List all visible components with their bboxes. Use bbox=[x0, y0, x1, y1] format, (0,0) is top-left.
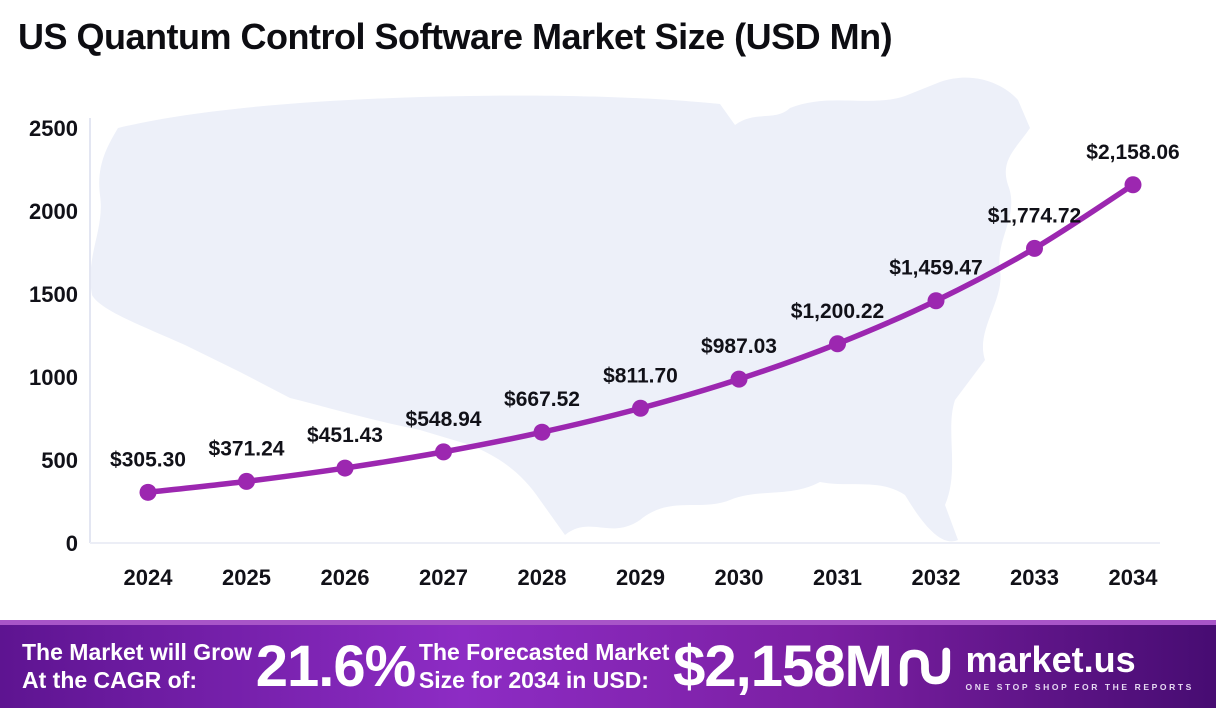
y-tick-label: 2000 bbox=[29, 199, 78, 224]
y-tick-label: 500 bbox=[41, 448, 78, 473]
chart-area: 0 500 1000 1500 2000 2500 2024 2025 2026 2027 2028… bbox=[29, 77, 1180, 590]
x-tick-label: 2028 bbox=[518, 565, 567, 590]
forecast-label: The Forecasted Market Size for 2034 in U… bbox=[419, 639, 670, 694]
x-tick-label: 2024 bbox=[124, 565, 174, 590]
data-point bbox=[533, 423, 551, 441]
x-tick-label: 2025 bbox=[222, 565, 271, 590]
marketus-logo-tagline: ONE STOP SHOP FOR THE REPORTS bbox=[965, 681, 1194, 692]
cagr-value: 21.6% bbox=[255, 634, 416, 699]
data-point-label: $987.03 bbox=[701, 335, 777, 358]
data-point bbox=[927, 292, 945, 310]
y-tick-label: 1500 bbox=[29, 282, 78, 307]
data-labels: $305.30 $371.24 $451.43 $548.94 $667.52 $811.… bbox=[110, 141, 1180, 472]
data-point bbox=[336, 459, 354, 477]
x-tick-label: 2033 bbox=[1010, 565, 1059, 590]
data-series bbox=[139, 176, 1142, 501]
data-point bbox=[1026, 239, 1043, 257]
data-point bbox=[829, 335, 846, 353]
data-point-label: $548.94 bbox=[406, 408, 482, 431]
data-point-label: $305.30 bbox=[110, 448, 186, 471]
data-point-label: $371.24 bbox=[209, 437, 285, 460]
data-point bbox=[1124, 176, 1142, 194]
footer-banner: The Market will Grow At the CAGR of: 21.… bbox=[0, 620, 1216, 708]
x-tick-label: 2032 bbox=[912, 565, 961, 590]
forecast-label-line1: The Forecasted Market bbox=[418, 638, 670, 665]
x-tick-label: 2030 bbox=[715, 565, 764, 590]
cagr-label-line2: At the CAGR of: bbox=[22, 666, 198, 693]
y-tick-label: 0 bbox=[66, 531, 78, 556]
marketus-logo: market.us ONE STOP SHOP FOR THE REPORTS bbox=[896, 638, 1194, 692]
data-point bbox=[238, 472, 255, 490]
data-point-label: $1,459.47 bbox=[889, 257, 982, 280]
y-tick-label: 2500 bbox=[29, 116, 78, 141]
x-tick-label: 2029 bbox=[616, 565, 665, 590]
data-point bbox=[730, 370, 748, 388]
axes: 0 500 1000 1500 2000 2500 2024 2025 2026 2027 2028… bbox=[29, 116, 1160, 590]
data-point bbox=[435, 443, 452, 461]
x-tick-label: 2031 bbox=[813, 565, 862, 590]
data-point-label: $811.70 bbox=[603, 364, 678, 387]
marketus-logo-text: market.us bbox=[965, 638, 1136, 680]
data-point-label: $451.43 bbox=[307, 424, 383, 447]
market-size-line-chart: 0 500 1000 1500 2000 2500 2024 2025 2026 2027 2028… bbox=[29, 77, 1180, 590]
cagr-label: The Market will Grow At the CAGR of: bbox=[22, 639, 252, 694]
x-tick-label: 2034 bbox=[1109, 565, 1159, 590]
y-tick-label: 1000 bbox=[29, 365, 78, 390]
data-point-label: $2,158.06 bbox=[1086, 141, 1179, 164]
cagr-label-line1: The Market will Grow bbox=[22, 638, 253, 665]
data-point bbox=[139, 483, 157, 501]
data-point-label: $1,200.22 bbox=[791, 300, 884, 323]
x-tick-label: 2026 bbox=[321, 565, 370, 590]
data-point-label: $667.52 bbox=[504, 388, 580, 411]
marketus-logo-icon bbox=[899, 647, 950, 686]
us-map-background bbox=[90, 77, 1030, 542]
page-title: US Quantum Control Software Market Size … bbox=[18, 16, 893, 57]
data-point-label: $1,774.72 bbox=[988, 204, 1081, 227]
x-tick-label: 2027 bbox=[419, 565, 468, 590]
marketus-logo-text-block: market.us ONE STOP SHOP FOR THE REPORTS bbox=[965, 638, 1194, 692]
forecast-value: $2,158M bbox=[673, 634, 893, 699]
data-point bbox=[632, 399, 649, 417]
forecast-label-line2: Size for 2034 in USD: bbox=[418, 666, 649, 693]
